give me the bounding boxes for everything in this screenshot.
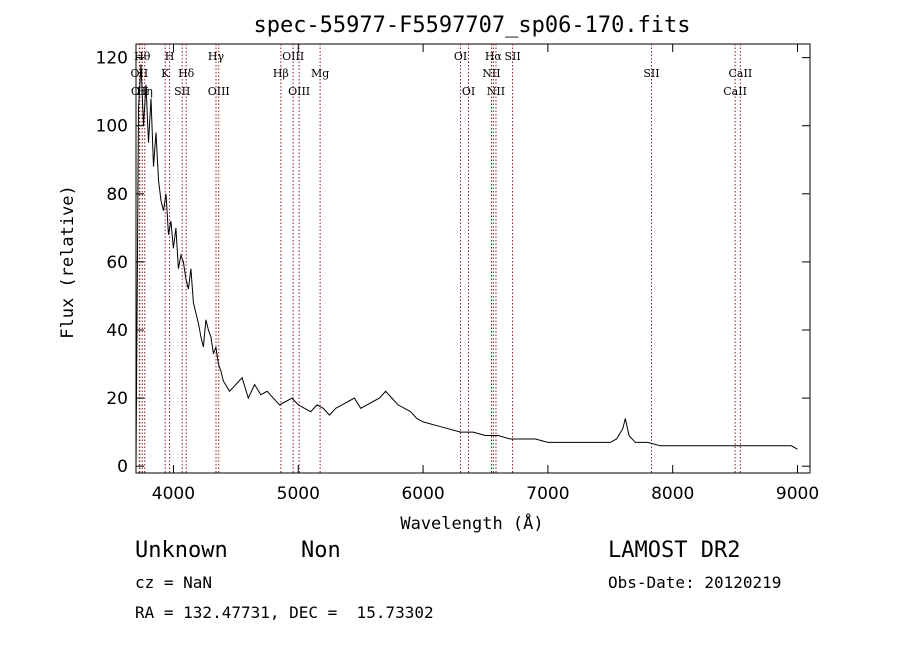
y-tick-label: 20 [106,389,128,409]
emission-line-label: NII [487,85,505,98]
y-tick-label: 120 [96,49,128,69]
x-tick-label: 4000 [152,484,195,504]
emission-line-markers [138,44,741,473]
y-tick-label: 40 [106,321,128,341]
subclass-label: Non [301,538,341,563]
emission-line-label: H [165,50,175,63]
emission-line-label: OI [454,50,467,63]
x-axis: 4000 5000 6000 7000 8000 9000 [152,44,819,504]
emission-line-label: Hγ [208,50,225,63]
plot-frame [135,43,811,474]
spectrum-chart: spec-55977-F5597707_sp06-170.fits OII OII… [58,13,819,534]
emission-line-label: Hβ [273,67,289,80]
emission-line-label: NII [482,67,500,80]
emission-line-label: K [161,67,170,80]
emission-line-label: SII [504,50,520,63]
x-axis-label: Wavelength (Å) [400,512,543,534]
emission-line-label: Hα [485,50,503,63]
emission-line-labels: OIIOIIHθHηKHSIIHδHγOIIIHβOIIIOIIIMgOIOIN… [131,50,753,98]
x-tick-label: 6000 [401,484,444,504]
emission-line-label: Hθ [134,50,151,63]
obs-date-label: Obs-Date: 20120219 [608,573,782,592]
class-label: Unknown [135,538,228,563]
coords-label: RA = 132.47731, DEC = 15.73302 [135,603,434,622]
x-tick-label: 7000 [526,484,569,504]
cz-label: cz = NaN [135,573,213,592]
x-tick-label: 8000 [651,484,694,504]
y-tick-label: 0 [117,457,128,477]
emission-line-label: Mg [311,67,329,80]
emission-line-label: Hδ [178,67,195,80]
y-tick-label: 80 [106,185,128,205]
y-tick-label: 60 [106,253,128,273]
emission-line-label: OIII [288,85,310,98]
x-tick-label: 9000 [776,484,819,504]
spectrum-line [135,64,798,467]
chart-title: spec-55977-F5597707_sp06-170.fits [253,13,690,38]
y-axis: 0 20 40 60 80 100 120 [96,49,810,477]
survey-label: LAMOST DR2 [608,538,741,563]
emission-line-label: OIII [208,85,230,98]
emission-line-label: SII [643,67,659,80]
emission-line-label: CaII [723,85,747,98]
y-tick-label: 100 [96,117,128,137]
emission-line-label: Hη [137,85,153,98]
x-tick-label: 5000 [277,484,320,504]
y-axis-label: Flux (relative) [58,185,78,339]
emission-line-label: OIII [282,50,304,63]
emission-line-label: SII [174,85,190,98]
emission-line-label: OI [462,85,475,98]
emission-line-label: CaII [729,67,753,80]
emission-line-label: OII [131,67,149,80]
